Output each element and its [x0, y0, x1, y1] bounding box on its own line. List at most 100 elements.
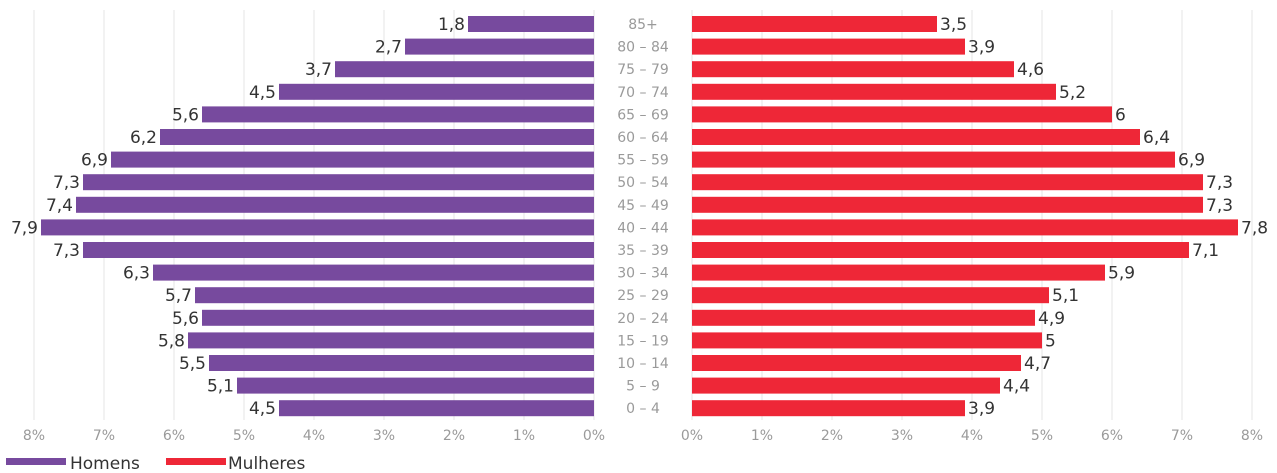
data-label-homens: 5,5: [179, 354, 206, 374]
data-label-homens: 5,1: [207, 377, 234, 397]
data-label-homens: 7,3: [53, 173, 80, 193]
data-label-homens: 2,7: [375, 38, 402, 58]
legend: Homens Mulheres: [6, 454, 305, 473]
bar-mulheres: [692, 174, 1203, 191]
bar-homens: [209, 355, 594, 371]
bar-homens: [468, 16, 594, 32]
legend-label-mulheres: Mulheres: [228, 454, 305, 473]
x-tick-label-left: 3%: [373, 428, 395, 444]
x-tick-label-right: 6%: [1101, 428, 1123, 444]
x-tick-label-left: 7%: [93, 428, 115, 444]
age-group-label: 65 – 69: [617, 107, 669, 123]
bar-mulheres: [692, 38, 965, 55]
bar-homens: [405, 38, 594, 55]
bar-homens: [335, 61, 594, 78]
bar-homens: [153, 264, 594, 281]
bars: [41, 16, 1238, 417]
x-tick-label-left: 4%: [303, 428, 325, 444]
data-label-homens: 6,2: [130, 128, 157, 148]
x-tick-label-right: 2%: [821, 428, 843, 444]
bar-mulheres: [692, 106, 1112, 123]
x-tick-label-left: 6%: [163, 428, 185, 444]
data-label-homens: 7,4: [46, 196, 73, 216]
age-group-label: 15 – 19: [617, 333, 669, 349]
data-label-mulheres: 5: [1045, 331, 1056, 351]
age-group-label: 85+: [628, 17, 658, 33]
data-label-homens: 4,5: [249, 83, 276, 103]
bar-mulheres: [692, 129, 1140, 145]
data-label-mulheres: 6: [1115, 105, 1126, 125]
data-label-mulheres: 5,1: [1052, 286, 1079, 306]
bar-mulheres: [692, 355, 1021, 371]
age-group-label: 80 – 84: [617, 40, 669, 56]
legend-swatch-mulheres: [166, 458, 226, 465]
data-label-mulheres: 7,8: [1241, 218, 1268, 238]
data-label-mulheres: 5,9: [1108, 264, 1135, 284]
bar-mulheres: [692, 16, 937, 32]
bar-homens: [160, 129, 594, 145]
x-tick-label-right: 7%: [1171, 428, 1193, 444]
data-label-homens: 6,9: [81, 151, 108, 171]
age-group-label: 40 – 44: [617, 220, 669, 236]
bar-mulheres: [692, 242, 1189, 258]
axis-ticks: 8% 7% 6% 5% 4% 3% 2% 1% 0% 0% 1% 2% 3% 4% 5% 6% 7% 8%: [23, 428, 1263, 444]
data-label-mulheres: 3,9: [968, 399, 995, 419]
x-tick-label-left: 2%: [443, 428, 465, 444]
age-group-label: 45 – 49: [617, 198, 669, 214]
data-label-homens: 5,8: [158, 331, 185, 351]
data-label-mulheres: 6,9: [1178, 151, 1205, 171]
bar-mulheres: [692, 151, 1175, 168]
bar-homens: [76, 196, 594, 213]
data-label-homens: 6,3: [123, 264, 150, 284]
x-tick-label-right: 8%: [1241, 428, 1263, 444]
bar-homens: [237, 377, 594, 394]
legend-label-homens: Homens: [70, 454, 140, 473]
legend-swatch-homens: [6, 458, 66, 465]
data-label-mulheres: 7,1: [1192, 241, 1219, 261]
x-tick-label-left: 5%: [233, 428, 255, 444]
data-label-homens: 7,3: [53, 241, 80, 261]
age-group-label: 30 – 34: [617, 266, 669, 282]
bar-mulheres: [692, 219, 1238, 236]
data-label-homens: 5,6: [172, 309, 199, 329]
age-group-label: 10 – 14: [617, 356, 669, 372]
age-group-label: 75 – 79: [617, 62, 669, 78]
data-label-mulheres: 7,3: [1206, 196, 1233, 216]
age-group-label: 55 – 59: [617, 153, 669, 169]
age-group-label: 25 – 29: [617, 288, 669, 304]
data-label-mulheres: 4,4: [1003, 377, 1030, 397]
bar-homens: [83, 242, 594, 258]
bar-homens: [111, 151, 594, 168]
data-label-mulheres: 3,5: [940, 15, 967, 35]
bar-mulheres: [692, 332, 1042, 349]
data-label-mulheres: 7,3: [1206, 173, 1233, 193]
data-label-homens: 3,7: [305, 60, 332, 80]
bar-mulheres: [692, 264, 1105, 281]
data-label-mulheres: 6,4: [1143, 128, 1170, 148]
data-label-mulheres: 4,9: [1038, 309, 1065, 329]
x-tick-label-left: 0%: [583, 428, 605, 444]
x-tick-label-right: 1%: [751, 428, 773, 444]
data-label-homens: 7,9: [11, 218, 38, 238]
x-tick-label-right: 4%: [961, 428, 983, 444]
age-group-label: 0 – 4: [626, 401, 660, 417]
bar-mulheres: [692, 287, 1049, 304]
data-label-homens: 1,8: [438, 15, 465, 35]
age-group-label: 70 – 74: [617, 85, 669, 101]
x-tick-label-right: 3%: [891, 428, 913, 444]
bar-homens: [279, 400, 594, 417]
bar-homens: [202, 309, 594, 326]
bar-homens: [202, 106, 594, 123]
bar-mulheres: [692, 377, 1000, 394]
age-group-label: 60 – 64: [617, 130, 669, 146]
bar-homens: [279, 83, 594, 100]
age-group-label: 20 – 24: [617, 311, 669, 327]
data-label-homens: 5,6: [172, 105, 199, 125]
data-label-mulheres: 5,2: [1059, 83, 1086, 103]
bar-mulheres: [692, 83, 1056, 100]
bar-mulheres: [692, 196, 1203, 213]
data-label-homens: 5,7: [165, 286, 192, 306]
data-label-mulheres: 3,9: [968, 38, 995, 58]
labels: 1,8 3,5 85+ 2,7 3,9 80 – 84 3,7 4,6 75 – 79 4,5 5,…: [11, 15, 1268, 419]
data-label-mulheres: 4,6: [1017, 60, 1044, 80]
